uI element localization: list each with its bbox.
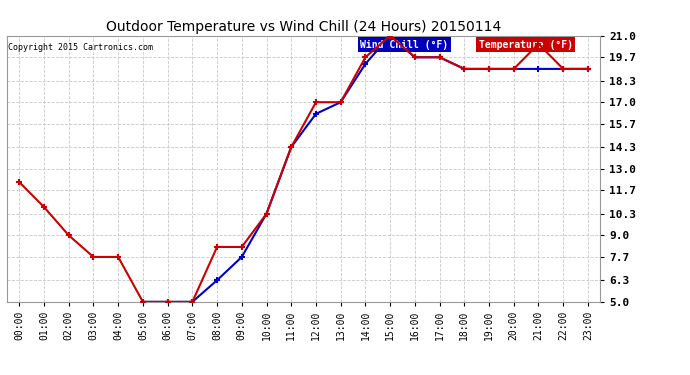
Text: Wind Chill (°F): Wind Chill (°F): [360, 40, 448, 50]
Text: Copyright 2015 Cartronics.com: Copyright 2015 Cartronics.com: [8, 43, 153, 52]
Text: Temperature (°F): Temperature (°F): [479, 40, 573, 50]
Title: Outdoor Temperature vs Wind Chill (24 Hours) 20150114: Outdoor Temperature vs Wind Chill (24 Ho…: [106, 21, 501, 34]
